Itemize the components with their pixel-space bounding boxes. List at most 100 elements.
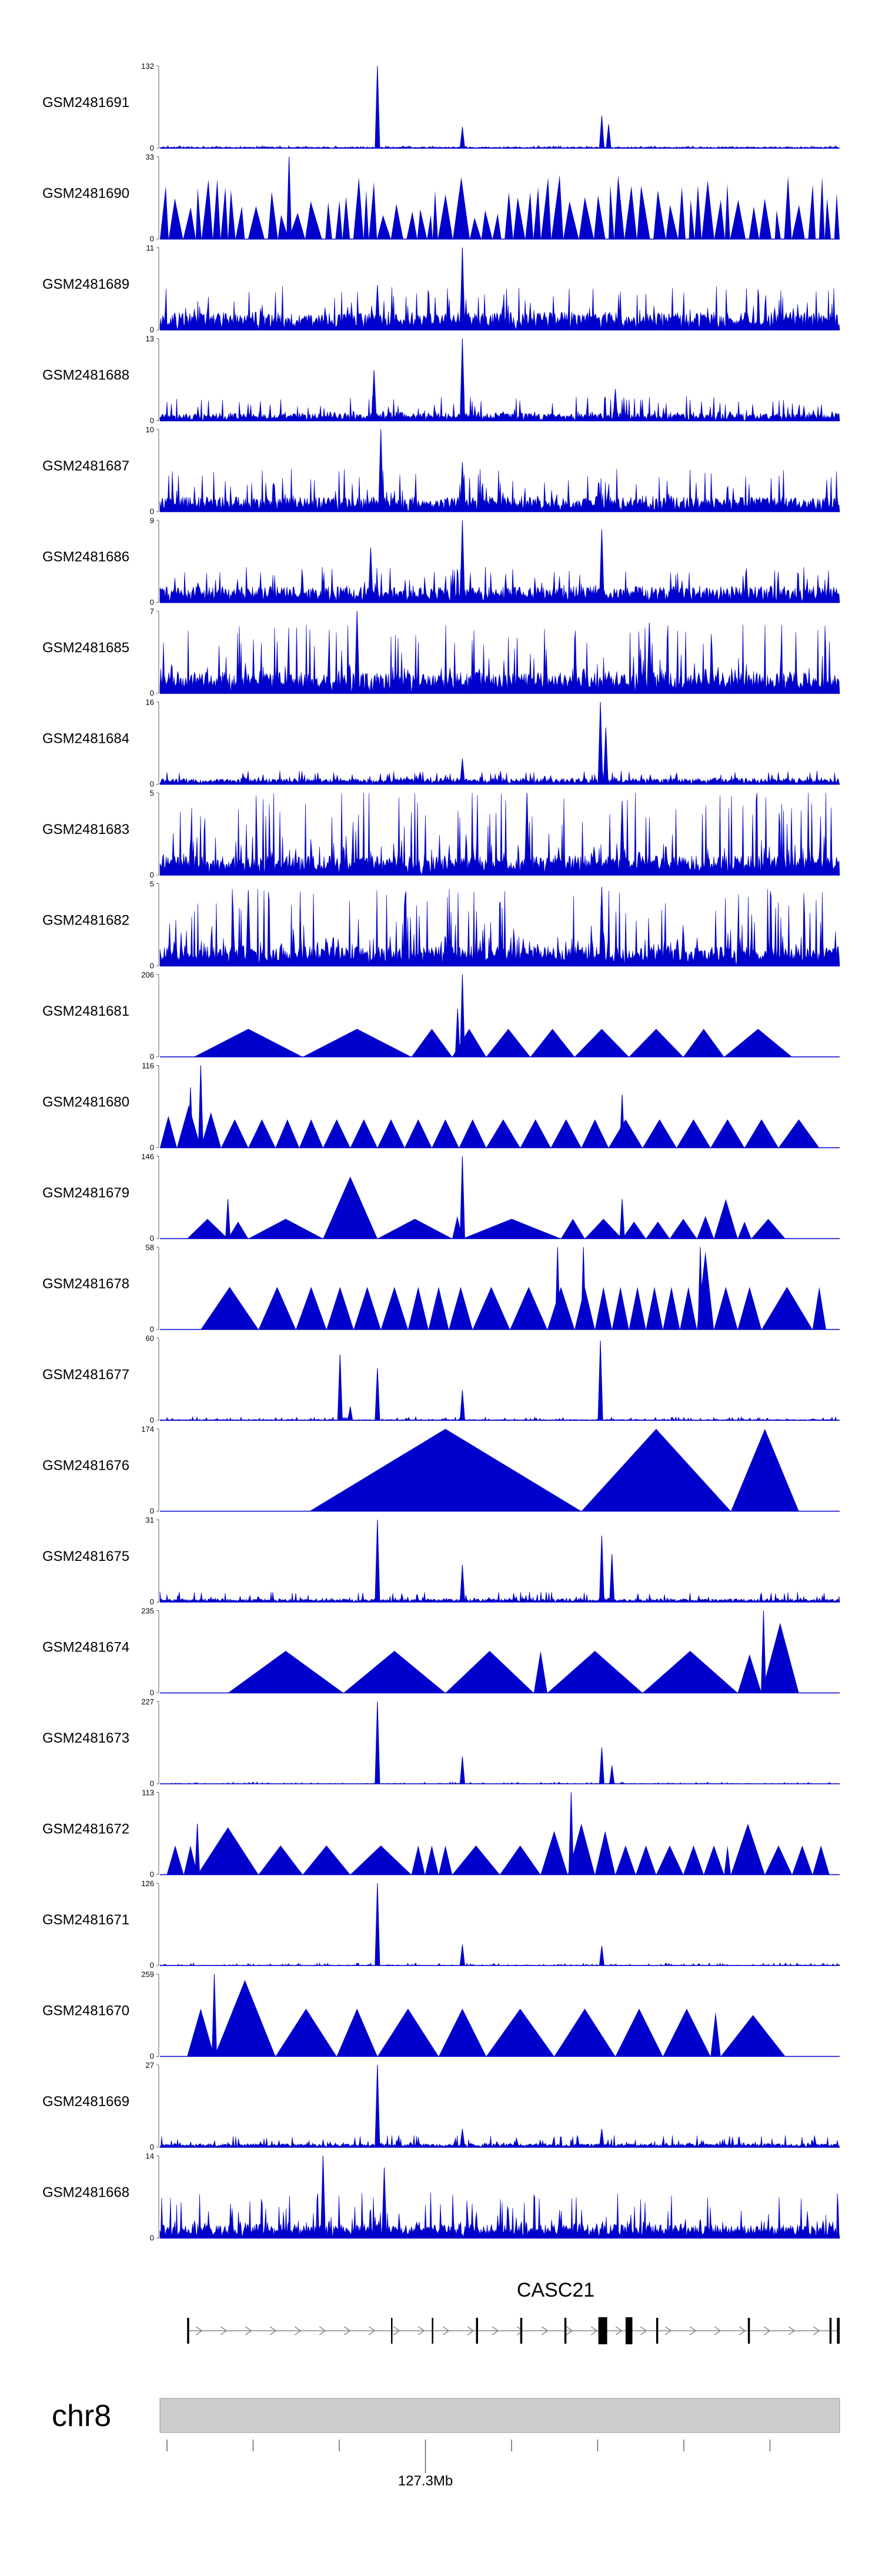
y-max-label: 174 [141,1425,154,1434]
coverage-peak [459,758,465,785]
coverage-segment [563,201,579,239]
track-GSM2481680: GSM2481680 116 0 [42,1062,840,1152]
coverage-segment [275,2008,337,2057]
y-min-label: 0 [150,416,154,425]
coverage-segment [737,1654,762,1693]
coverage-segment [551,175,564,239]
coverage-segment [201,1287,259,1330]
coverage-area [159,1591,840,1603]
coverage-segment [764,1845,793,1875]
coverage-segment [808,184,816,239]
strand-arrow-icon [294,2326,302,2335]
y-max-label: 13 [146,335,154,343]
coverage-segment [581,1119,609,1148]
track-GSM2481674: GSM2481674 235 0 [42,1607,840,1697]
coverage-peak [459,1156,465,1239]
coverage-segment [612,1287,629,1330]
coverage-segment [656,1845,684,1875]
coverage-segment [377,2008,439,2057]
coverage-peak [375,65,380,149]
strand-arrow-icon [813,2326,820,2335]
coverage-peak [320,2155,326,2238]
coverage-segment [486,2008,554,2057]
coverage-segment [678,186,686,239]
coverage-segment [377,1219,453,1239]
y-min-label: 0 [150,235,154,243]
y-min-label: 0 [150,325,154,334]
track-label: GSM2481683 [42,822,129,837]
track-GSM2481685: GSM2481685 7 0 [42,607,840,698]
coverage-segment [187,2008,215,2057]
coverage-segment [248,1219,323,1239]
track-GSM2481669: GSM2481669 27 0 [42,2061,840,2151]
coverage-peak [459,126,465,149]
coverage-segment [309,1429,582,1511]
y-min-label: 0 [150,598,154,607]
coverage-segment [737,1287,762,1330]
coverage-segment [749,206,759,239]
y-max-label: 33 [146,153,154,162]
coverage-segment [453,177,470,239]
coverage-peak [599,529,604,603]
exon [837,2318,840,2344]
y-min-label: 0 [150,1597,154,1606]
coverage-segment [275,1119,299,1148]
coverage-peak [603,728,609,785]
y-min-label: 0 [150,1507,154,1516]
coverage-segment [724,183,730,239]
coverage-segment [248,206,265,239]
coverage-segment [540,1831,568,1875]
coverage-segment [594,1831,616,1875]
track-GSM2481675: GSM2481675 31 0 [42,1516,840,1606]
coverage-segment [615,1845,636,1875]
coverage-segment [220,187,228,239]
coverage-segment [470,218,482,239]
coverage-segment [653,190,666,239]
coverage-segment [710,2011,721,2057]
coverage-segment [614,175,624,239]
coverage-segment [427,214,433,239]
coverage-segment [342,196,350,239]
coverage-segment [642,1119,677,1148]
track-GSM2481673: GSM2481673 227 0 [42,1697,840,1788]
coverage-segment [166,1845,184,1875]
coverage-area [159,624,840,694]
coverage-segment [343,1651,446,1693]
coverage-peak [599,1536,604,1603]
gene-label: CASC21 [517,2279,594,2301]
coverage-segment [486,1029,530,1057]
exon [598,2317,607,2344]
strand-arrow-icon [393,2326,400,2335]
coverage-segment [751,1219,786,1239]
strand-arrow-icon [541,2326,549,2335]
coverage-segment [168,198,183,239]
y-min-label: 0 [150,1234,154,1243]
track-label: GSM2481681 [42,1003,129,1019]
track-GSM2481686: GSM2481686 9 0 [42,516,840,607]
strand-arrow-icon [689,2326,697,2335]
coverage-peak [459,520,465,603]
coverage-peak [459,2128,465,2148]
coverage-segment [731,1429,799,1511]
strand-arrow-icon [245,2326,252,2335]
coverage-segment [462,1219,561,1239]
y-min-label: 0 [150,1052,154,1061]
coverage-segment [214,1980,276,2057]
y-max-label: 227 [141,1697,154,1706]
coverage-segment [791,205,805,239]
coverage-peak [524,792,530,876]
y-min-label: 0 [150,962,154,970]
track-GSM2481668: GSM2481668 14 0 [42,2152,840,2243]
coverage-segment [268,191,278,239]
coverage-segment [683,1845,704,1875]
coverage-segment [812,1287,826,1330]
track-GSM2481689: GSM2481689 11 0 [42,243,840,334]
coverage-segment [449,1287,473,1330]
coverage-peak [286,156,292,239]
track-GSM2481670: GSM2481670 259 0 [42,1970,840,2061]
y-min-label: 0 [150,1870,154,1879]
exon [656,2318,659,2344]
coverage-segment [445,1651,534,1693]
coverage-segment [812,1845,830,1875]
strand-arrow-icon [467,2326,475,2335]
